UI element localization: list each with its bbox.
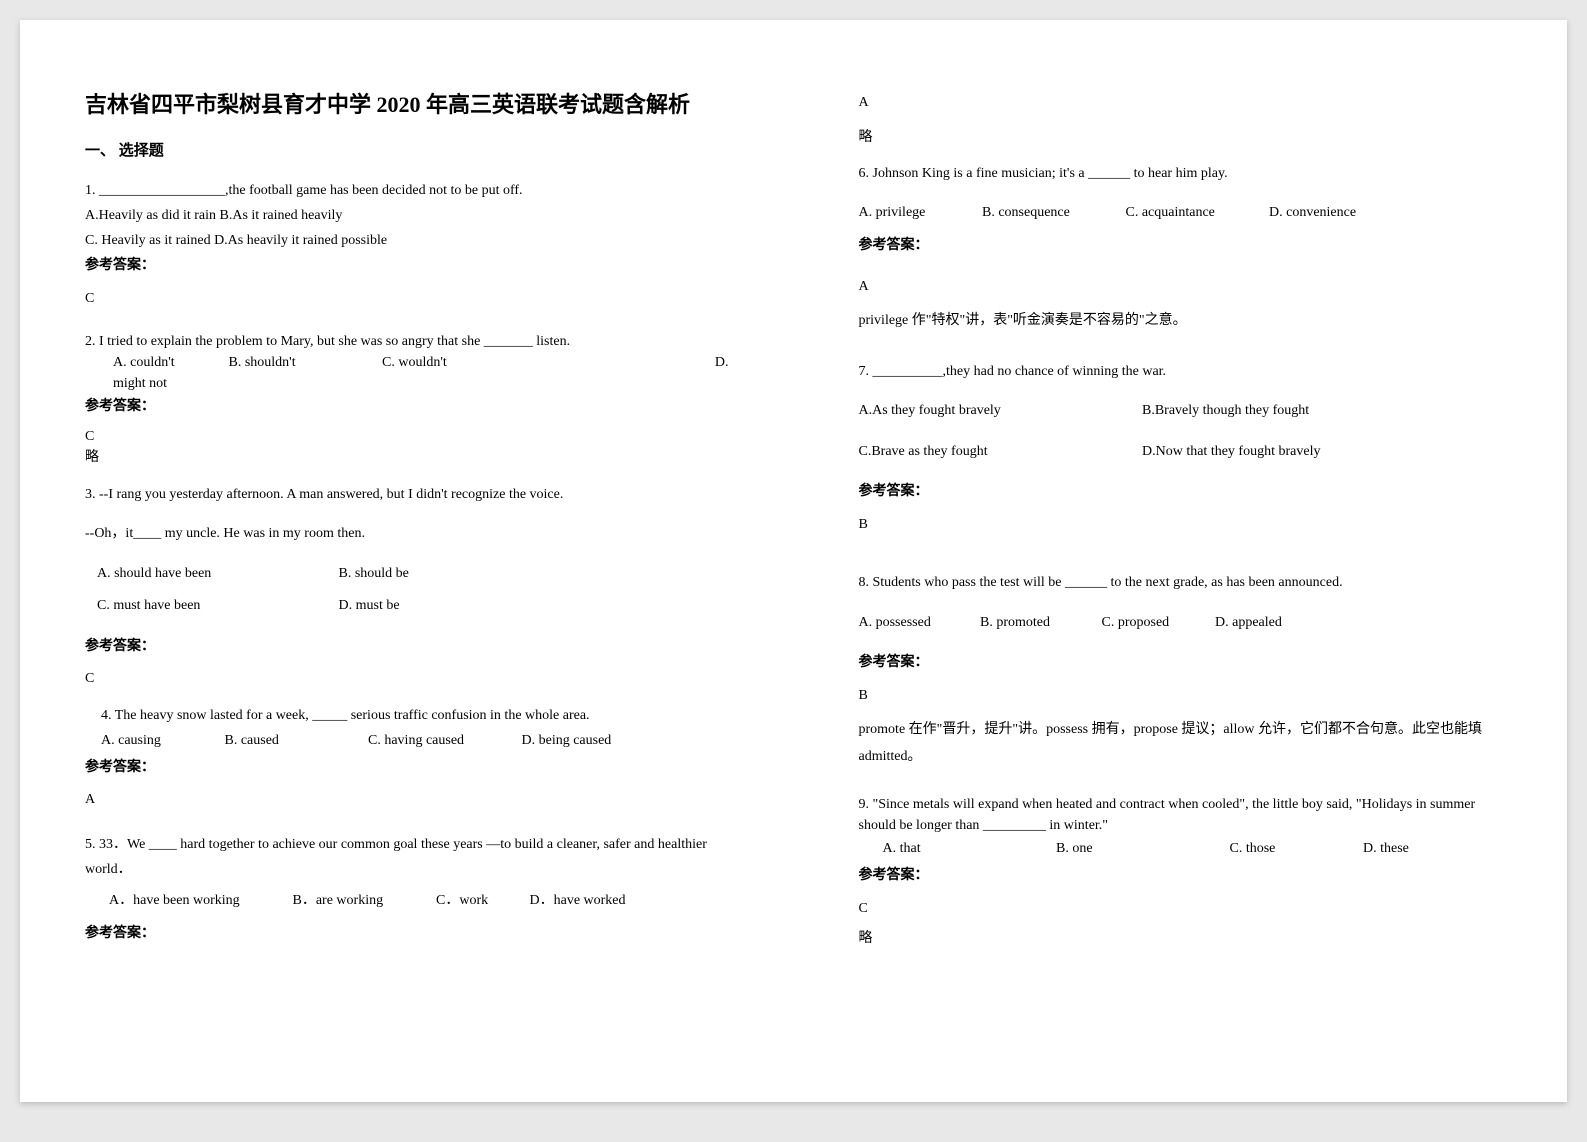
q5-opt-b: B．are working: [293, 888, 413, 915]
question-9: 9. "Since metals will expand when heated…: [859, 794, 1503, 966]
q8-opt-a: A. possessed: [859, 610, 969, 637]
q3-opt-a: A. should have been: [97, 561, 287, 588]
q1-stem: 1. __________________,the football game …: [85, 178, 729, 203]
q9-opt-c: C. those: [1230, 836, 1350, 863]
q2-opt-d-cont: might not: [85, 373, 729, 394]
question-1: 1. __________________,the football game …: [85, 178, 729, 321]
q7-opt-a: A.As they fought bravely: [859, 398, 1139, 425]
q6-opt-a: A. privilege: [859, 200, 969, 227]
question-7: 7. __________,they had no chance of winn…: [859, 359, 1503, 547]
q8-answer: B: [859, 683, 1503, 710]
q7-opt-c: C.Brave as they fought: [859, 439, 1139, 466]
q4-answer-label: 参考答案：: [85, 755, 729, 782]
q3-opt-b: B. should be: [339, 561, 409, 588]
q4-opt-a: A. causing: [101, 728, 201, 755]
question-5: 5. 33．We ____ hard together to achieve o…: [85, 832, 729, 948]
q3-opt-c: C. must have been: [97, 593, 287, 620]
q4-opts: A. causing B. caused C. having caused D.…: [85, 728, 729, 755]
q6-answer-label: 参考答案：: [859, 233, 1503, 260]
q6-opt-d: D. convenience: [1269, 200, 1356, 227]
right-column: A 略 6. Johnson King is a fine musician; …: [794, 20, 1568, 1102]
q2-opt-a: A. couldn't: [85, 352, 225, 373]
q7-opts-row2: C.Brave as they fought D.Now that they f…: [859, 439, 1503, 466]
q9-opt-d: D. these: [1363, 836, 1409, 863]
q8-opts: A. possessed B. promoted C. proposed D. …: [859, 610, 1503, 637]
q7-answer: B: [859, 512, 1503, 539]
q3-opt-d: D. must be: [339, 593, 400, 620]
q8-opt-c: C. proposed: [1102, 610, 1212, 637]
q9-stem: 9. "Since metals will expand when heated…: [859, 794, 1503, 836]
q9-opt-b: B. one: [1056, 836, 1206, 863]
question-6: 6. Johnson King is a fine musician; it's…: [859, 161, 1503, 349]
q2-opt-d: D.: [689, 352, 729, 373]
q3-answer-label: 参考答案：: [85, 634, 729, 661]
q2-stem: 2. I tried to explain the problem to Mar…: [85, 331, 729, 352]
q8-opt-d: D. appealed: [1215, 610, 1282, 637]
q6-stem: 6. Johnson King is a fine musician; it's…: [859, 161, 1503, 186]
q5-stem: 5. 33．We ____ hard together to achieve o…: [85, 832, 729, 882]
page-sheet: 吉林省四平市梨树县育才中学 2020 年高三英语联考试题含解析 一、 选择题 1…: [20, 20, 1567, 1102]
q2-explain: 略: [85, 447, 729, 468]
question-3: 3. --I rang you yesterday afternoon. A m…: [85, 482, 729, 701]
left-column: 吉林省四平市梨树县育才中学 2020 年高三英语联考试题含解析 一、 选择题 1…: [20, 20, 794, 1102]
q4-opt-c: C. having caused: [368, 728, 508, 755]
q9-explain: 略: [859, 926, 1503, 953]
document-title: 吉林省四平市梨树县育才中学 2020 年高三英语联考试题含解析: [85, 90, 729, 121]
q6-answer: A: [859, 274, 1503, 301]
q3-stem-2: --Oh，it____ my uncle. He was in my room …: [85, 521, 729, 546]
q6-explain: privilege 作"特权"讲，表"听金演奏是不容易的"之意。: [859, 308, 1503, 335]
q3-opts-row1: A. should have been B. should be: [85, 561, 729, 588]
q9-opt-a: A. that: [883, 836, 1033, 863]
q8-stem: 8. Students who pass the test will be __…: [859, 570, 1503, 595]
q1-opts-ab: A.Heavily as did it rain B.As it rained …: [85, 203, 729, 228]
q5-opt-a: A．have been working: [109, 888, 279, 915]
q1-opts-cd: C. Heavily as it rained D.As heavily it …: [85, 228, 729, 253]
section-heading: 一、 选择题: [85, 139, 729, 160]
q8-opt-b: B. promoted: [980, 610, 1090, 637]
question-2: 2. I tried to explain the problem to Mar…: [85, 331, 729, 473]
q2-opt-b: B. shouldn't: [229, 352, 379, 373]
q2-answer: C: [85, 426, 729, 447]
q7-opts-row1: A.As they fought bravely B.Bravely thoug…: [859, 398, 1503, 425]
q1-answer: C: [85, 286, 729, 313]
q3-stem-1: 3. --I rang you yesterday afternoon. A m…: [85, 482, 729, 507]
q5-explain: 略: [859, 125, 1503, 152]
q7-opt-d: D.Now that they fought bravely: [1142, 439, 1320, 466]
q5-opts: A．have been working B．are working C．work…: [85, 888, 729, 915]
q9-opts: A. that B. one C. those D. these: [859, 836, 1503, 863]
q2-answer-label: 参考答案：: [85, 394, 729, 421]
q2-opts-row1: A. couldn't B. shouldn't C. wouldn't D.: [85, 352, 729, 373]
q6-opt-b: B. consequence: [982, 200, 1112, 227]
q5-opt-d: D．have worked: [530, 888, 626, 915]
q4-opt-d: D. being caused: [522, 728, 612, 755]
q3-opts-row2: C. must have been D. must be: [85, 593, 729, 620]
q9-answer-label: 参考答案：: [859, 863, 1503, 890]
q9-answer: C: [859, 896, 1503, 923]
q8-explain: promote 在作"晋升，提升"讲。possess 拥有，propose 提议…: [859, 717, 1503, 770]
q4-opt-b: B. caused: [225, 728, 325, 755]
q5-opt-c: C．work: [436, 888, 516, 915]
q7-answer-label: 参考答案：: [859, 479, 1503, 506]
q3-answer: C: [85, 666, 729, 693]
q4-stem: 4. The heavy snow lasted for a week, ___…: [85, 703, 729, 728]
q7-opt-b: B.Bravely though they fought: [1142, 398, 1309, 425]
q5-answer-label: 参考答案：: [85, 921, 729, 948]
q5-answer: A: [859, 90, 1503, 117]
q6-opt-c: C. acquaintance: [1126, 200, 1256, 227]
q2-opt-c: C. wouldn't: [382, 352, 532, 373]
q1-answer-label: 参考答案：: [85, 253, 729, 280]
question-8: 8. Students who pass the test will be __…: [859, 570, 1503, 784]
q7-stem: 7. __________,they had no chance of winn…: [859, 359, 1503, 384]
q8-answer-label: 参考答案：: [859, 650, 1503, 677]
q4-answer: A: [85, 787, 729, 814]
q6-opts: A. privilege B. consequence C. acquainta…: [859, 200, 1503, 227]
question-4: 4. The heavy snow lasted for a week, ___…: [85, 703, 729, 822]
